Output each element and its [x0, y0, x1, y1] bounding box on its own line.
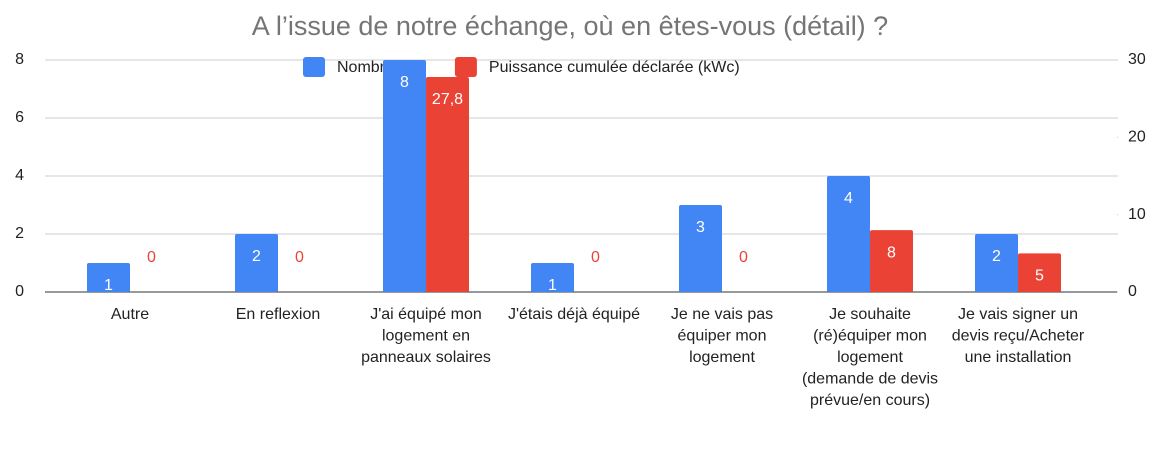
y2-tick-label: 30: [1128, 51, 1146, 68]
x-tick-line: équiper mon: [678, 328, 767, 345]
y-tick-label: 6: [15, 109, 24, 126]
x-tick-label: Je vais signer un devis reçu/Acheter une i…: [952, 306, 1085, 366]
data-label: 4: [844, 190, 853, 207]
legend-swatch: [303, 57, 325, 77]
bar: [531, 263, 574, 292]
data-label: 8: [887, 244, 896, 261]
data-label: 2: [252, 248, 261, 265]
legend-label: Puissance cumulée déclarée (kWc): [489, 59, 740, 76]
x-tick-label: Je ne vais pas équiper mon logement: [671, 306, 773, 366]
y-tick-label: 2: [15, 225, 24, 242]
y-tick-label: 0: [15, 283, 24, 300]
x-tick-line: panneaux solaires: [361, 349, 491, 366]
x-tick-line: Je vais signer un: [958, 306, 1078, 323]
x-tick-line: devis reçu/Acheter: [952, 328, 1085, 345]
x-tick-line: logement en: [382, 328, 470, 345]
x-tick-line: J'ai équipé mon: [370, 306, 482, 323]
bar: [827, 176, 870, 292]
x-tick-line: En reflexion: [236, 306, 321, 323]
data-label: 1: [104, 277, 113, 294]
y2-tick-label: 10: [1128, 206, 1146, 223]
data-label: 3: [696, 219, 705, 236]
x-tick-line: logement: [837, 349, 903, 366]
bar: [1018, 253, 1061, 292]
bar: [235, 234, 278, 292]
x-tick-label: Autre: [111, 306, 149, 323]
legend-label: Nombre: [337, 59, 394, 76]
data-label: 2: [992, 248, 1001, 265]
x-tick-line: prévue/en cours): [810, 392, 930, 409]
legend-swatch: [454, 57, 477, 77]
data-label: 8: [400, 74, 409, 91]
x-tick-label: J'ai équipé mon logement en panneaux solai…: [361, 306, 491, 366]
x-tick-line: logement: [689, 349, 755, 366]
data-label: 0: [295, 249, 304, 266]
y2-tick-label: 20: [1128, 129, 1146, 146]
data-label: 5: [1035, 268, 1044, 285]
x-tick-line: J'étais déjà équipé: [508, 306, 640, 323]
bar: [383, 60, 426, 292]
x-tick-label: J'étais déjà équipé: [508, 306, 640, 323]
x-tick-line: (ré)équiper mon: [813, 328, 927, 345]
bar: [870, 230, 913, 292]
data-label: 27,8: [432, 91, 463, 108]
bar: [975, 234, 1018, 292]
x-tick-label: En reflexion: [236, 306, 321, 323]
data-label: 0: [739, 249, 748, 266]
data-label: 0: [147, 249, 156, 266]
bar: [679, 205, 722, 292]
x-tick-line: (demande de devis: [802, 371, 938, 388]
x-tick-line: Je souhaite: [829, 306, 911, 323]
bar: [426, 77, 469, 292]
chart-title: A l’issue de notre échange, où en êtes-v…: [252, 11, 888, 41]
x-tick-line: une installation: [965, 349, 1072, 366]
data-label: 0: [591, 249, 600, 266]
data-label: 1: [548, 277, 557, 294]
y-tick-label: 8: [15, 51, 24, 68]
x-tick-line: Autre: [111, 306, 149, 323]
x-tick-label: Je souhaite (ré)équiper mon logement (deman…: [802, 306, 938, 409]
y-tick-label: 4: [15, 167, 24, 184]
y2-tick-label: 0: [1128, 283, 1137, 300]
x-tick-line: Je ne vais pas: [671, 306, 773, 323]
bar: [87, 263, 130, 292]
